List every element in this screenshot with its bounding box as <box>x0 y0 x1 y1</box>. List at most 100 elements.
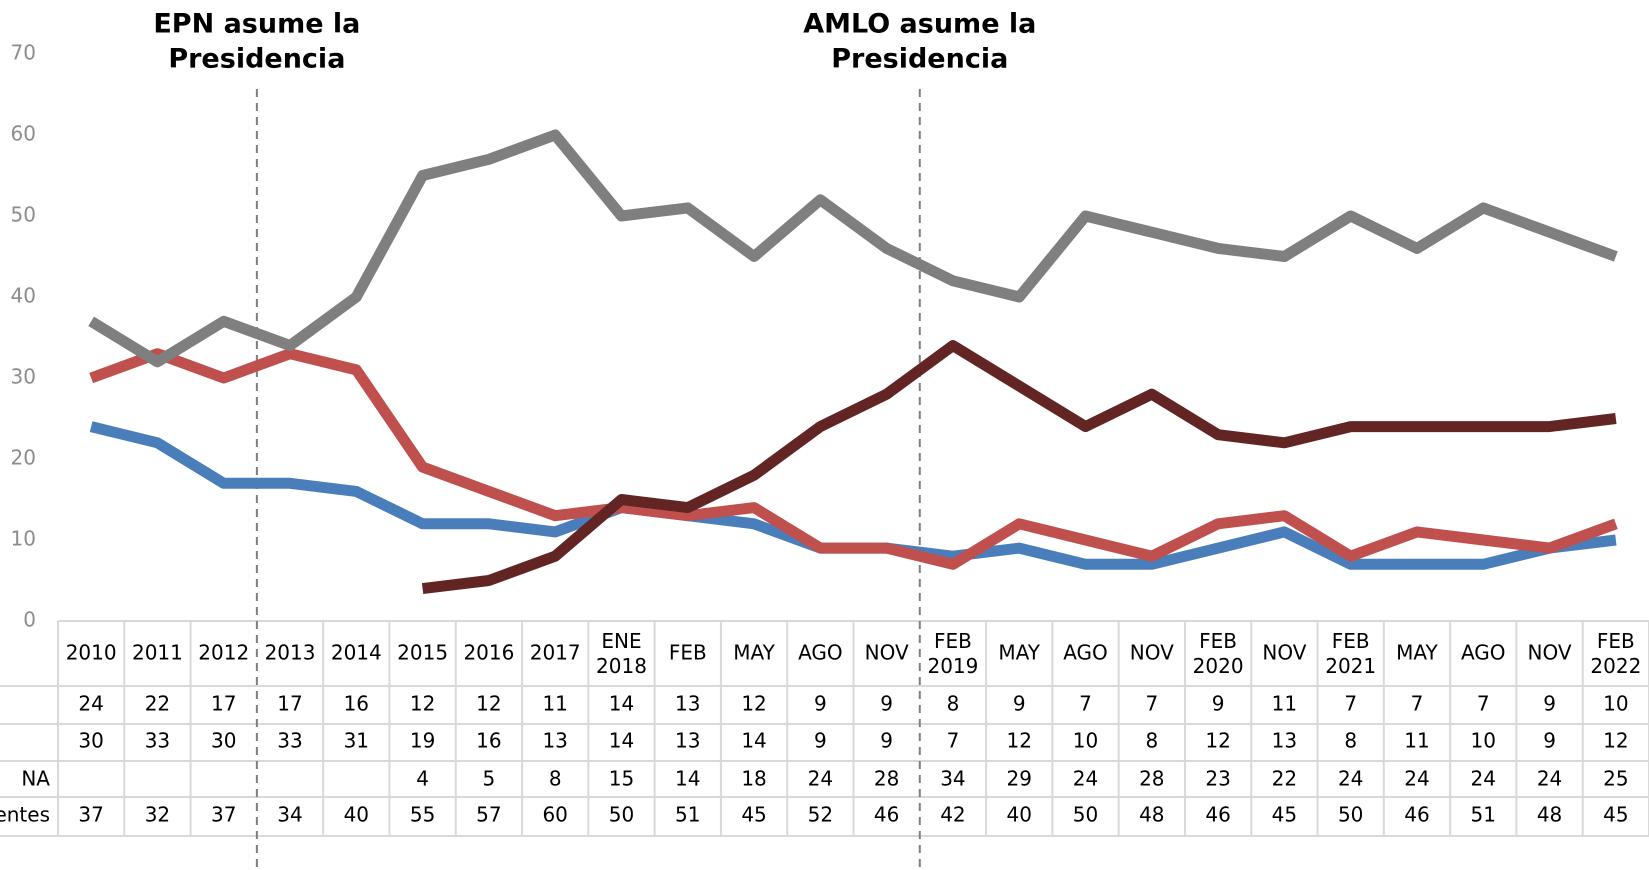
annotation: AMLO asume la <box>803 9 1036 40</box>
x-tick-label: 2010 <box>66 641 117 665</box>
annotation: EPN asume la <box>153 9 360 40</box>
table-value: 37 <box>211 803 236 827</box>
table-value: 9 <box>1543 692 1556 716</box>
table-value: 24 <box>78 692 103 716</box>
y-tick-label: 0 <box>23 608 36 632</box>
table-value: 16 <box>476 729 501 753</box>
x-tick-label: FEB 2021 <box>1325 629 1376 678</box>
table-value: 50 <box>1073 803 1098 827</box>
table-value: 13 <box>675 692 700 716</box>
table-value: 45 <box>1272 803 1297 827</box>
table-value: 51 <box>1471 803 1496 827</box>
row-label: NA <box>21 767 50 791</box>
table-value: 23 <box>1205 767 1230 791</box>
table-value: 22 <box>1272 767 1297 791</box>
table-value: 24 <box>1338 767 1363 791</box>
table-value: 32 <box>145 803 170 827</box>
table-value: 16 <box>344 692 369 716</box>
table-value: 55 <box>410 803 435 827</box>
annotation: Presidencia <box>168 44 345 75</box>
table-value: 33 <box>145 729 170 753</box>
table-value: 50 <box>609 803 634 827</box>
x-tick-label: FEB 2022 <box>1590 629 1641 678</box>
x-tick-label: MAY <box>1396 641 1438 665</box>
table-value: 10 <box>1603 692 1628 716</box>
table-value: 15 <box>609 767 634 791</box>
table-value: 13 <box>675 729 700 753</box>
table-value: 9 <box>1212 692 1225 716</box>
y-tick-label: 40 <box>11 284 36 308</box>
x-tick-label: 2015 <box>397 641 448 665</box>
x-tick-label: NOV <box>1262 641 1306 665</box>
table-value: 10 <box>1073 729 1098 753</box>
table-value: 13 <box>1272 729 1297 753</box>
table-value: 8 <box>1344 729 1357 753</box>
table-value: 8 <box>947 692 960 716</box>
table-value: 14 <box>675 767 700 791</box>
table-value: 8 <box>549 767 562 791</box>
table-value: 30 <box>211 729 236 753</box>
table-value: 12 <box>476 692 501 716</box>
table-value: 9 <box>814 729 827 753</box>
table-value: 34 <box>277 803 302 827</box>
x-tick-label: AGO <box>1461 641 1506 665</box>
table-value: 28 <box>874 767 899 791</box>
table-value: 9 <box>880 692 893 716</box>
table-value: 7 <box>1344 692 1357 716</box>
table-value: 14 <box>609 729 634 753</box>
table-value: 48 <box>1139 803 1164 827</box>
table-value: 9 <box>1543 729 1556 753</box>
y-tick-label: 30 <box>11 365 36 389</box>
table-value: 9 <box>880 729 893 753</box>
table-value: 12 <box>410 692 435 716</box>
table-value: 11 <box>1404 729 1429 753</box>
table-value: 11 <box>1272 692 1297 716</box>
x-tick-label: FEB 2019 <box>927 629 978 678</box>
table-value: 5 <box>483 767 496 791</box>
table-value: 14 <box>741 729 766 753</box>
x-tick-label: MAY <box>733 641 775 665</box>
row-label: entes <box>0 803 50 827</box>
table-value: 7 <box>1477 692 1490 716</box>
table-value: 57 <box>476 803 501 827</box>
table-value: 4 <box>416 767 429 791</box>
table-value: 30 <box>78 729 103 753</box>
x-tick-label: NOV <box>1130 641 1174 665</box>
series-line <box>421 340 1617 595</box>
series-line <box>88 129 1618 368</box>
table-value: 17 <box>211 692 236 716</box>
x-tick-label: 2016 <box>463 641 514 665</box>
table-value: 8 <box>1145 729 1158 753</box>
y-tick-label: 50 <box>11 203 36 227</box>
table-value: 48 <box>1537 803 1562 827</box>
table-value: 24 <box>1073 767 1098 791</box>
table-value: 7 <box>1079 692 1092 716</box>
x-tick-label: 2012 <box>198 641 249 665</box>
x-tick-label: NOV <box>865 641 909 665</box>
table-value: 11 <box>542 692 567 716</box>
y-tick-label: 20 <box>11 446 36 470</box>
x-tick-label: 2017 <box>530 641 581 665</box>
table-value: 46 <box>1404 803 1429 827</box>
annotation: Presidencia <box>831 44 1008 75</box>
table-value: 12 <box>1007 729 1032 753</box>
table-value: 52 <box>808 803 833 827</box>
table-value: 12 <box>1205 729 1230 753</box>
table-value: 42 <box>940 803 965 827</box>
table-value: 7 <box>1411 692 1424 716</box>
series-line <box>89 348 1618 570</box>
x-tick-label: ENE 2018 <box>596 629 647 678</box>
table-value: 19 <box>410 729 435 753</box>
table-value: 24 <box>1404 767 1429 791</box>
x-tick-label: 2014 <box>331 641 382 665</box>
x-tick-label: FEB 2020 <box>1193 629 1244 678</box>
table-value: 7 <box>947 729 960 753</box>
table-value: 50 <box>1338 803 1363 827</box>
table-value: 22 <box>145 692 170 716</box>
table-value: 14 <box>609 692 634 716</box>
table-value: 46 <box>1205 803 1230 827</box>
x-tick-label: AGO <box>1063 641 1108 665</box>
y-tick-label: 10 <box>11 527 36 551</box>
x-tick-label: MAY <box>998 641 1040 665</box>
